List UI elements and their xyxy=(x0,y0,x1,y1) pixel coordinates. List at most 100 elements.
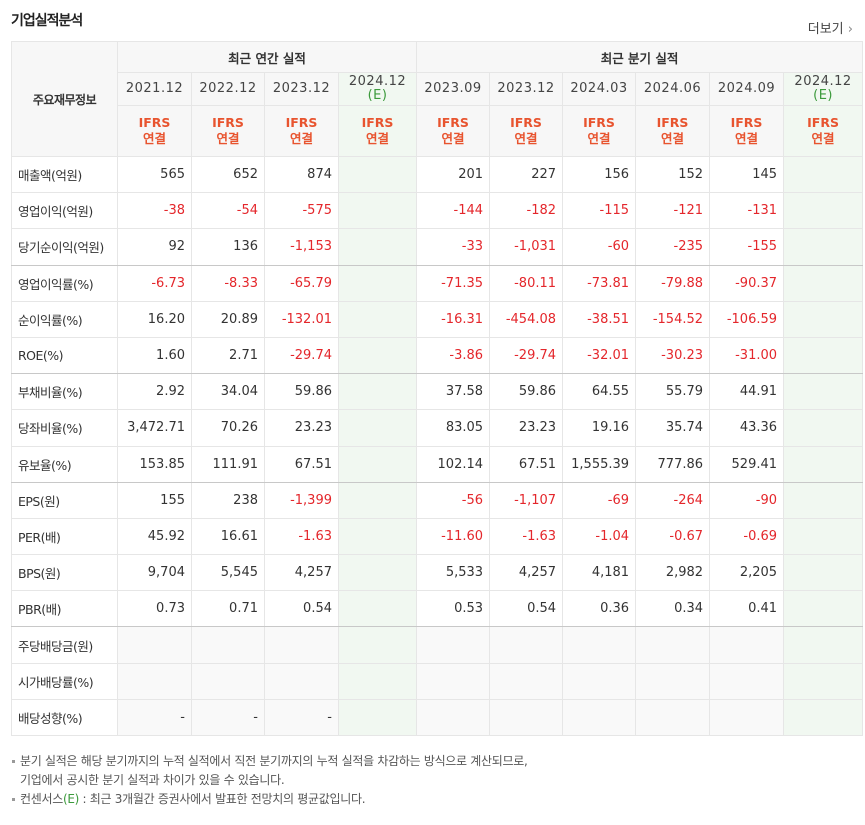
value-cell: 777.86 xyxy=(635,445,711,483)
value-cell: -1.63 xyxy=(264,517,339,556)
value-cell xyxy=(783,264,864,302)
value-cell: -1,107 xyxy=(489,481,564,519)
value-cell: -56 xyxy=(416,481,491,519)
row-label: ROE(%) xyxy=(11,336,118,375)
value-cell: 4,257 xyxy=(489,554,564,592)
value-cell: -575 xyxy=(264,192,339,230)
value-cell: 92 xyxy=(117,228,192,266)
value-cell: -0.67 xyxy=(635,517,711,556)
row-header: 주요재무정보 xyxy=(11,41,118,157)
period: 2024.12 xyxy=(348,74,407,89)
value-cell: 4,257 xyxy=(264,554,339,592)
value-cell xyxy=(337,590,418,628)
value-cell: -3.86 xyxy=(416,336,491,375)
value-cell xyxy=(416,662,491,700)
value-cell: 565 xyxy=(117,155,192,194)
data-row: 당좌비율(%) 3,472.71 70.26 23.23 83.05 23.23 19.16… xyxy=(11,409,864,447)
value-cell xyxy=(783,409,864,447)
period: 2021.12 xyxy=(125,81,184,96)
basis-header: IFRS 연결 xyxy=(709,105,785,157)
value-cell: 2,205 xyxy=(709,554,785,592)
group-header: 최근 분기 실적 xyxy=(416,41,864,73)
value-cell: -106.59 xyxy=(709,300,785,338)
value-cell: -90.37 xyxy=(709,264,785,302)
value-cell xyxy=(783,517,864,556)
period: 2022.12 xyxy=(199,81,257,96)
basis: IFRS xyxy=(656,115,689,130)
value-cell xyxy=(264,662,339,700)
footnote-line: 기업에서 공시한 분기 실적과 차이가 있을 수 있습니다. xyxy=(11,771,528,790)
value-cell xyxy=(416,698,491,737)
basis-header: IFRS 연결 xyxy=(783,105,864,157)
period: 2023.12 xyxy=(272,81,331,96)
footnote-text: 기업에서 공시한 분기 실적과 차이가 있을 수 있습니다. xyxy=(20,773,285,787)
row-label: 유보율(%) xyxy=(11,445,118,483)
value-cell xyxy=(783,336,864,375)
value-cell: -69 xyxy=(562,481,637,519)
data-row: 시가배당률(%) xyxy=(11,662,864,700)
value-cell: -73.81 xyxy=(562,264,637,302)
basis: 연결 xyxy=(441,131,465,146)
value-cell: -144 xyxy=(416,192,491,230)
value-cell: 16.20 xyxy=(117,300,192,338)
value-cell xyxy=(783,192,864,230)
value-cell xyxy=(562,662,637,700)
data-row: 매출액(억원) 565 652 874 201 227 156 152 145 xyxy=(11,155,864,194)
value-cell: -8.33 xyxy=(191,264,265,302)
financial-table: 주요재무정보 최근 연간 실적 최근 분기 실적 2021.12 2022.12 2023… xyxy=(11,41,864,737)
row-label: BPS(원) xyxy=(11,554,118,592)
period-header: 2024.12 (E) xyxy=(783,72,864,106)
value-cell: -80.11 xyxy=(489,264,564,302)
footnote-text: 컨센서스 xyxy=(20,792,63,806)
value-cell xyxy=(562,626,637,664)
row-label: 매출액(억원) xyxy=(11,155,118,194)
value-cell xyxy=(635,698,711,737)
basis: 연결 xyxy=(735,131,759,146)
value-cell: 83.05 xyxy=(416,409,491,447)
value-cell: 5,533 xyxy=(416,554,491,592)
value-cell: 64.55 xyxy=(562,373,637,411)
group-header: 최근 연간 실적 xyxy=(116,41,418,73)
value-cell xyxy=(337,409,418,447)
value-cell xyxy=(264,626,339,664)
more-link[interactable]: 더보기 xyxy=(808,18,853,37)
value-cell: 2.92 xyxy=(117,373,192,411)
value-cell: -6.73 xyxy=(117,264,192,302)
row-label: 시가배당률(%) xyxy=(11,662,118,700)
value-cell: 0.53 xyxy=(416,590,491,628)
value-cell: -1,399 xyxy=(264,481,339,519)
data-row: PBR(배) 0.73 0.71 0.54 0.53 0.54 0.36 0.34 0.41 xyxy=(11,590,864,628)
footnote-text: : 최근 3개월간 증권사에서 발표한 전망치의 평균값입니다. xyxy=(79,792,366,806)
value-cell: 529.41 xyxy=(709,445,785,483)
value-cell: 3,472.71 xyxy=(117,409,192,447)
period-header: 2023.09 xyxy=(416,72,491,106)
value-cell: -235 xyxy=(635,228,711,266)
value-cell: -79.88 xyxy=(635,264,711,302)
value-cell xyxy=(709,698,785,737)
basis-header: IFRS 연결 xyxy=(489,105,564,157)
value-cell: -11.60 xyxy=(416,517,491,556)
value-cell xyxy=(635,626,711,664)
value-cell xyxy=(562,698,637,737)
row-label: 배당성향(%) xyxy=(11,698,118,737)
row-label: 당기순이익(억원) xyxy=(11,228,118,266)
value-cell xyxy=(117,626,192,664)
basis-header: IFRS 연결 xyxy=(416,105,491,157)
value-cell xyxy=(709,662,785,700)
value-cell: -30.23 xyxy=(635,336,711,375)
row-label: 당좌비율(%) xyxy=(11,409,118,447)
value-cell: 153.85 xyxy=(117,445,192,483)
value-cell xyxy=(117,662,192,700)
data-row: EPS(원) 155 238 -1,399 -56 -1,107 -69 -264 -90 xyxy=(11,481,864,519)
basis: 연결 xyxy=(514,131,538,146)
value-cell: 44.91 xyxy=(709,373,785,411)
value-cell: 2,982 xyxy=(635,554,711,592)
value-cell: 23.23 xyxy=(489,409,564,447)
value-cell: - xyxy=(191,698,265,737)
value-cell: -154.52 xyxy=(635,300,711,338)
basis: 연결 xyxy=(661,131,685,146)
basis: 연결 xyxy=(811,131,835,146)
basis: IFRS xyxy=(730,115,763,130)
value-cell xyxy=(783,155,864,194)
value-cell xyxy=(337,554,418,592)
